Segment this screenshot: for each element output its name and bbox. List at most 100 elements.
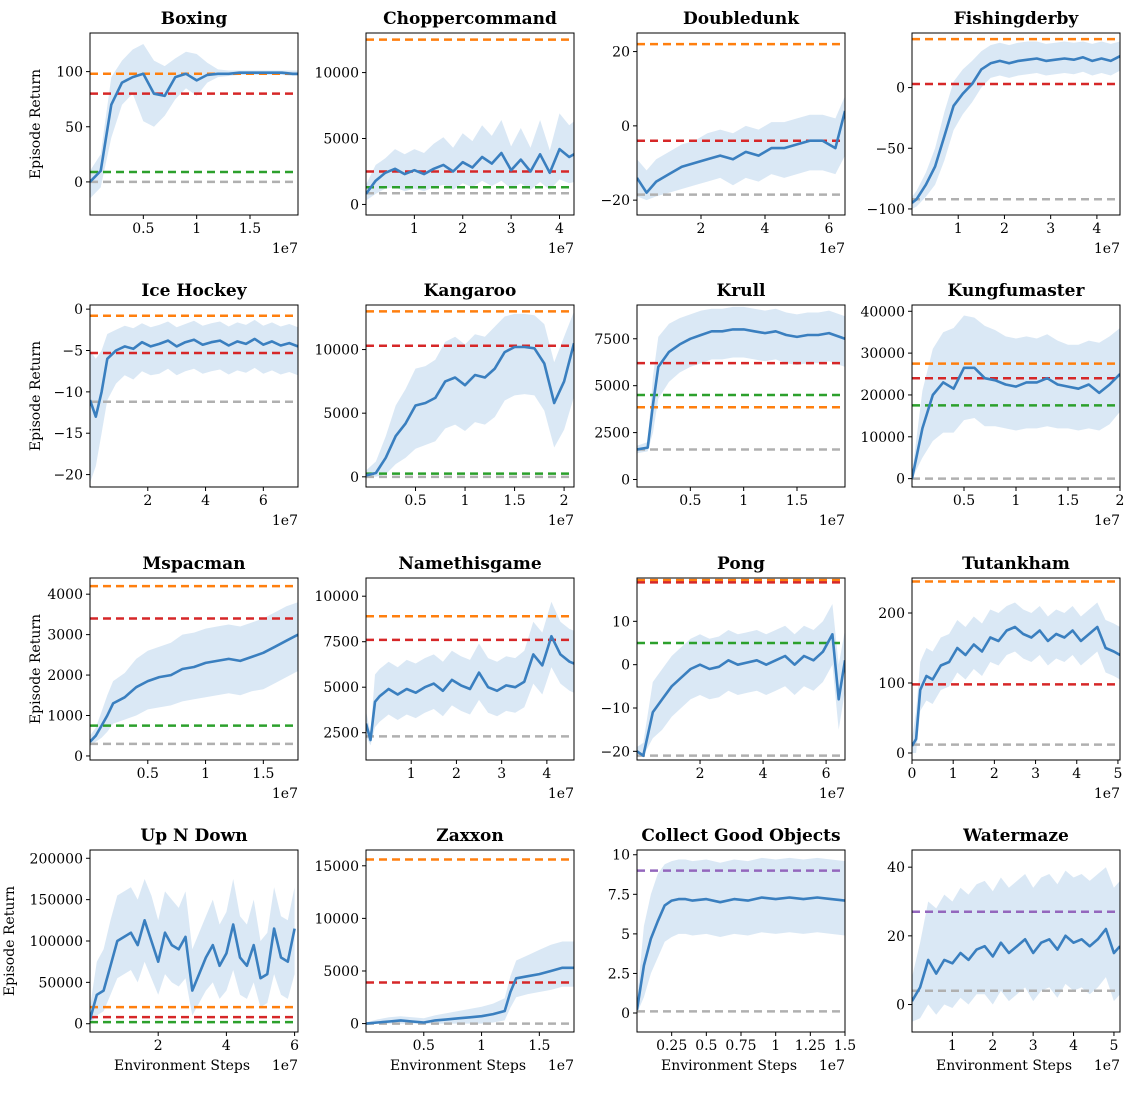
subplot-pong: 2 4 6 −20 −10 0 10 Pong 1e7 bbox=[600, 554, 846, 802]
y-tick-label: 10 bbox=[612, 614, 630, 630]
x-tick-label: 0 bbox=[908, 766, 917, 782]
mean-return-line bbox=[912, 366, 1120, 479]
x-tick-label: 5 bbox=[1113, 766, 1122, 782]
axes-frame bbox=[911, 32, 1121, 216]
y-tick-label: 5000 bbox=[323, 132, 359, 148]
plot-area bbox=[912, 37, 1120, 209]
y-tick-label: 20 bbox=[612, 45, 630, 61]
subplot-title: Doubledunk bbox=[683, 9, 800, 29]
y-tick-label: 5000 bbox=[323, 406, 359, 422]
subplot-mspacman: 0.5 1 1.5 0 1000 2000 3000 4000 Mspacman 1e7 Episo… bbox=[28, 554, 299, 802]
y-tick-label: 2500 bbox=[594, 426, 630, 442]
y-tick-label: 100 bbox=[878, 676, 905, 692]
x-tick-label: 2 bbox=[988, 1038, 997, 1054]
y-tick-label: 2000 bbox=[47, 668, 83, 684]
y-tick-label: 0 bbox=[74, 175, 83, 191]
x-tick-label: 0.5 bbox=[695, 1038, 717, 1054]
y-tick-label: 0 bbox=[350, 470, 359, 486]
x-tick-label: 1.25 bbox=[795, 1038, 826, 1054]
axes-frame bbox=[911, 577, 1121, 761]
axes-frame bbox=[911, 849, 1121, 1033]
subplot-fishingderby: 1 2 3 4 −100 −50 0 Fishingderby 1e7 bbox=[867, 9, 1121, 257]
y-tick-label: −15 bbox=[53, 426, 83, 442]
y-tick-label: 5 bbox=[621, 927, 630, 943]
y-tick-label: 10 bbox=[612, 848, 630, 864]
y-tick-label: 7500 bbox=[594, 332, 630, 348]
x-tick-label: 1 bbox=[948, 1038, 957, 1054]
x-tick-label: 2 bbox=[697, 221, 706, 237]
plot-area bbox=[90, 879, 298, 1024]
confidence-band bbox=[912, 602, 1120, 753]
mean-return-line bbox=[637, 896, 845, 1011]
x-tick-label: 2 bbox=[560, 493, 569, 509]
x-tick-label: 4 bbox=[1092, 221, 1101, 237]
axes-frame bbox=[636, 32, 846, 216]
axes-frame bbox=[636, 577, 846, 761]
plot-area bbox=[912, 867, 1120, 1022]
confidence-band bbox=[366, 113, 574, 201]
subplot-ice-hockey: 2 4 6 −20 −15 −10 −5 0 Ice Hockey 1e7 Episode Retu… bbox=[28, 281, 299, 529]
x-tick-label: 1 bbox=[201, 766, 210, 782]
axes-frame bbox=[365, 304, 575, 488]
y-tick-label: 7500 bbox=[323, 635, 359, 651]
subplot-up-n-down: 2 4 6 0 50000 100000 150000 200000 Up N Down 1e7 E… bbox=[2, 826, 299, 1074]
y-tick-label: −100 bbox=[867, 202, 905, 218]
x-tick-label: 0.75 bbox=[725, 1038, 756, 1054]
mean-return-line bbox=[90, 633, 298, 743]
subplot-title: Mspacman bbox=[142, 554, 245, 574]
subplot-title: Kungfumaster bbox=[948, 281, 1086, 301]
y-tick-label: 5000 bbox=[323, 964, 359, 980]
plot-area bbox=[90, 584, 298, 746]
confidence-band bbox=[90, 44, 298, 199]
y-tick-label: 10000 bbox=[314, 343, 359, 359]
x-tick-label: 3 bbox=[1029, 1038, 1038, 1054]
subplot-krull: 0.5 1 1.5 0 2500 5000 7500 Krull 1e7 bbox=[594, 281, 846, 529]
mean-return-line bbox=[912, 54, 1120, 204]
subplot-title: Boxing bbox=[161, 9, 228, 29]
y-tick-label: 10000 bbox=[314, 589, 359, 605]
y-tick-label: 100000 bbox=[30, 934, 83, 950]
confidence-band bbox=[637, 857, 845, 1013]
y-tick-label: 0 bbox=[74, 302, 83, 318]
axes-frame bbox=[89, 32, 299, 216]
subplot-title: Choppercommand bbox=[383, 9, 557, 29]
axes-frame bbox=[365, 577, 575, 761]
mean-return-line bbox=[90, 71, 298, 183]
subplot-title: Krull bbox=[716, 281, 766, 301]
x-tick-label: 6 bbox=[290, 1038, 299, 1054]
y-tick-label: 0 bbox=[621, 658, 630, 674]
plot-area bbox=[912, 315, 1120, 480]
x-tick-label: 2 bbox=[696, 766, 705, 782]
subplot-title: Watermaze bbox=[962, 826, 1069, 846]
y-axis-label: Episode Return bbox=[28, 341, 44, 451]
y-tick-label: 0 bbox=[350, 197, 359, 213]
x-offset-label: 1e7 bbox=[272, 241, 298, 257]
y-tick-label: 40 bbox=[887, 860, 905, 876]
mean-return-line bbox=[366, 342, 574, 477]
x-offset-label: 1e7 bbox=[819, 513, 845, 529]
x-tick-label: 1.5 bbox=[1057, 493, 1079, 509]
y-tick-label: 20000 bbox=[860, 388, 905, 404]
x-tick-label: 2 bbox=[1000, 221, 1009, 237]
x-tick-label: 2 bbox=[143, 493, 152, 509]
subplot-title: Collect Good Objects bbox=[641, 826, 840, 846]
x-tick-label: 6 bbox=[259, 493, 268, 509]
y-tick-label: 200000 bbox=[30, 851, 83, 867]
mean-return-line bbox=[637, 633, 845, 757]
y-tick-label: 5000 bbox=[594, 379, 630, 395]
plot-area bbox=[90, 314, 298, 483]
x-offset-label: 1e7 bbox=[548, 786, 574, 802]
x-tick-label: 3 bbox=[497, 766, 506, 782]
y-tick-label: 200 bbox=[878, 606, 905, 622]
y-tick-label: 50 bbox=[65, 120, 83, 136]
x-offset-label: 1e7 bbox=[1094, 241, 1120, 257]
axes-frame bbox=[89, 304, 299, 488]
x-tick-label: 6 bbox=[825, 221, 834, 237]
confidence-band bbox=[90, 879, 295, 1024]
x-tick-label: 1.5 bbox=[528, 1038, 550, 1054]
x-tick-label: 3 bbox=[1031, 766, 1040, 782]
y-tick-label: 10000 bbox=[314, 911, 359, 927]
y-tick-label: 1000 bbox=[47, 709, 83, 725]
y-tick-label: −20 bbox=[53, 468, 83, 484]
plot-area bbox=[637, 42, 845, 201]
